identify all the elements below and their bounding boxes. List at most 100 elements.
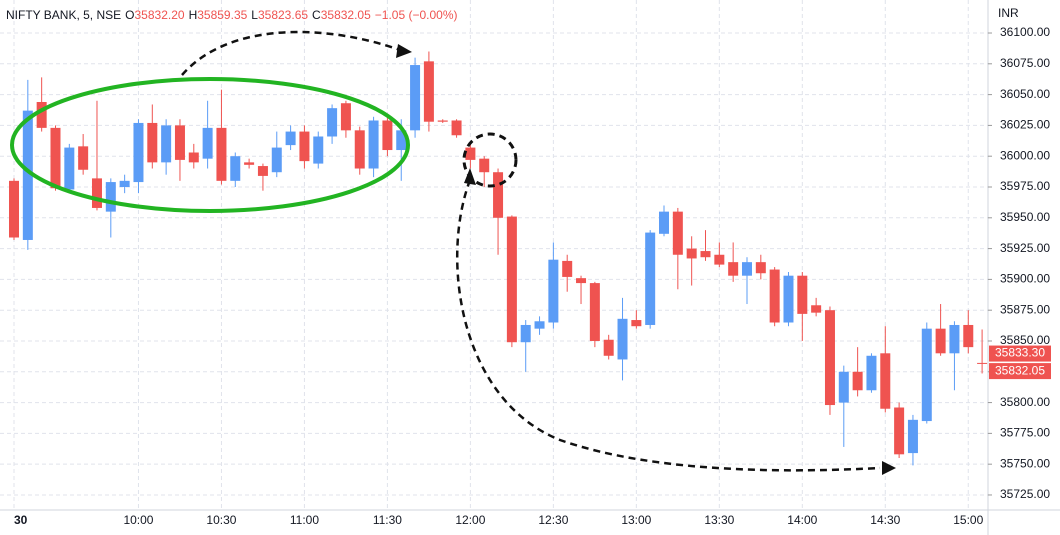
- candle-body: [797, 275, 808, 314]
- candle-body: [396, 130, 407, 151]
- candle-body: [174, 125, 185, 160]
- x-tick-label: 15:00: [953, 513, 983, 527]
- candle-body: [921, 328, 932, 422]
- candle-body: [686, 248, 697, 259]
- candle-body: [423, 61, 434, 122]
- candle-body: [852, 371, 863, 391]
- candle-body: [36, 102, 47, 128]
- candle-body: [216, 127, 227, 181]
- candle-body: [271, 147, 282, 173]
- candle-body: [64, 147, 75, 190]
- candle-body: [963, 324, 974, 348]
- y-tick-label: 35925.00: [1000, 241, 1050, 255]
- candle-body: [382, 120, 393, 151]
- candle-body: [949, 324, 960, 354]
- change: −1.05 (−0.00%): [375, 8, 458, 22]
- y-tick-label: 36025.00: [1000, 118, 1050, 132]
- arrowhead: [882, 461, 896, 475]
- candle-body: [313, 136, 324, 164]
- candle-body: [589, 283, 600, 341]
- candle-body: [161, 125, 172, 163]
- candle-body: [9, 180, 19, 238]
- candle-body: [672, 211, 683, 255]
- candle-body: [603, 339, 614, 356]
- candle-body: [755, 262, 766, 274]
- candle-body: [631, 320, 642, 327]
- candle-body: [410, 65, 421, 131]
- candle-body: [645, 232, 656, 325]
- field-key: C: [312, 8, 321, 22]
- symbol: NIFTY BANK, 5, NSE: [6, 8, 121, 22]
- candle-body: [465, 147, 476, 160]
- price-label-bg: [989, 345, 1051, 362]
- price-label: 35833.30: [995, 346, 1045, 360]
- grid: [0, 0, 988, 510]
- price-label: 35832.05: [995, 363, 1045, 377]
- candle-body: [451, 120, 462, 136]
- x-tick-label: 13:30: [704, 513, 734, 527]
- candle-body: [824, 310, 835, 406]
- candle-body: [576, 278, 587, 284]
- field-key: O: [125, 8, 134, 22]
- arrow: [181, 30, 401, 76]
- y-tick-label: 35800.00: [1000, 395, 1050, 409]
- candle-body: [700, 251, 711, 258]
- x-tick-label: 13:00: [621, 513, 651, 527]
- candle-body: [91, 178, 102, 208]
- candle-body: [285, 131, 296, 146]
- field-value: 35832.05: [321, 8, 371, 22]
- y-tick-label: 35725.00: [1000, 487, 1050, 501]
- candle-body: [907, 419, 918, 454]
- field-key: L: [251, 8, 258, 22]
- x-tick-label: 14:00: [787, 513, 817, 527]
- field-value: 35823.65: [258, 8, 308, 22]
- candle-body: [741, 262, 752, 276]
- candle-body: [437, 120, 448, 122]
- y-tick-label: 35975.00: [1000, 179, 1050, 193]
- candle-body: [244, 162, 255, 165]
- x-tick-label: 11:30: [373, 513, 402, 527]
- price-label-bg: [989, 363, 1051, 380]
- candle-body: [257, 166, 268, 176]
- y-tick-label: 36000.00: [1000, 148, 1050, 162]
- x-tick-label: 11:00: [290, 513, 319, 527]
- y-tick-label: 35875.00: [1000, 302, 1050, 316]
- x-tick-label: 30: [14, 513, 28, 527]
- candle-body: [230, 156, 241, 181]
- candle-body: [506, 216, 517, 343]
- currency: INR: [998, 6, 1019, 20]
- x-tick-label: 10:30: [206, 513, 236, 527]
- arrowhead: [464, 168, 476, 185]
- annotations: [10, 30, 896, 475]
- candle-body: [534, 321, 545, 329]
- x-tick-label: 14:30: [870, 513, 900, 527]
- candle-body: [894, 407, 905, 455]
- candle-body: [935, 328, 946, 354]
- y-tick-label: 35950.00: [1000, 210, 1050, 224]
- field-value: 35859.35: [197, 8, 247, 22]
- y-tick-label: 36050.00: [1000, 87, 1050, 101]
- candle-body: [769, 269, 780, 323]
- focus-circle: [462, 132, 518, 188]
- candle-body: [22, 110, 33, 240]
- y-tick-label: 36075.00: [1000, 56, 1050, 70]
- candle-body: [728, 262, 739, 276]
- candle-body: [880, 353, 891, 409]
- arrow: [456, 179, 881, 472]
- field-key: H: [189, 8, 198, 22]
- candle-body: [562, 260, 573, 277]
- x-tick-label: 10:00: [123, 513, 153, 527]
- candle-body: [327, 108, 338, 137]
- candle-body: [202, 127, 213, 159]
- candle-body: [340, 103, 351, 131]
- candle-body: [479, 158, 490, 173]
- candle-body: [78, 146, 89, 170]
- candle-body: [714, 254, 725, 265]
- candle-body: [783, 275, 794, 323]
- candle-body: [866, 355, 877, 391]
- x-tick-label: 12:30: [538, 513, 568, 527]
- candle-body: [147, 122, 158, 163]
- arrowhead: [396, 44, 412, 58]
- y-tick-label: 35850.00: [1000, 333, 1050, 347]
